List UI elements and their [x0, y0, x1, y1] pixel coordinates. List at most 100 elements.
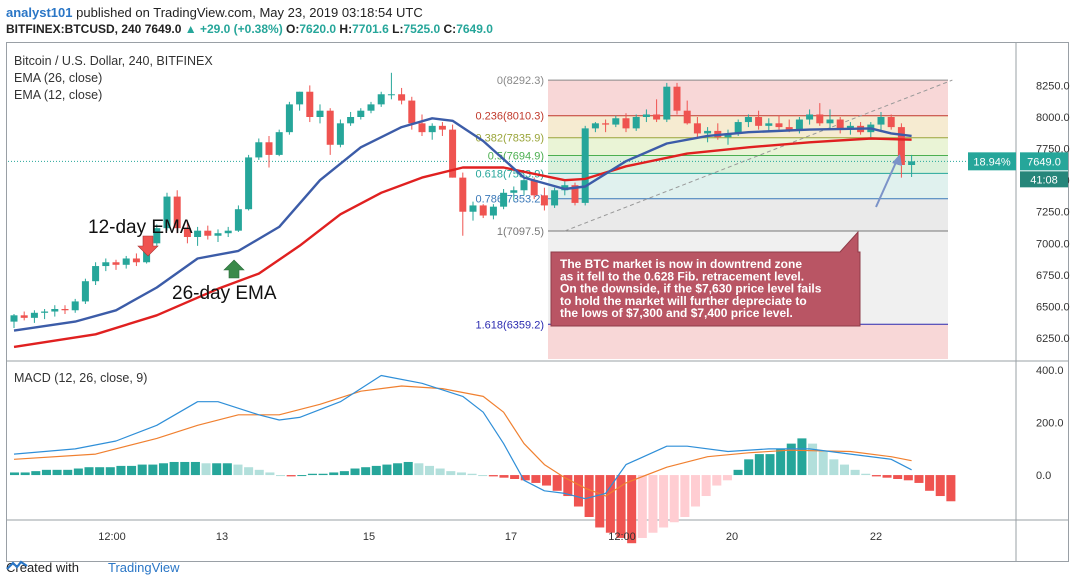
open-label: O:: [286, 22, 300, 36]
macd-histogram-bar: [797, 438, 807, 476]
candle-body: [51, 309, 59, 312]
time-tick-label: 22: [870, 531, 882, 543]
candle-body: [367, 104, 375, 111]
candle-body: [510, 190, 518, 193]
macd-histogram-bar: [701, 475, 711, 497]
candle-body: [92, 266, 100, 282]
macd-histogram-bar: [350, 468, 360, 476]
up-arrow-icon: [223, 259, 245, 279]
last-price: 7649.0: [144, 22, 182, 36]
candle-body: [877, 117, 885, 125]
macd-line: [13, 374, 912, 500]
author-name[interactable]: analyst101: [6, 5, 73, 20]
macd-histogram-bar: [690, 475, 701, 507]
macd-histogram-bar: [318, 473, 328, 476]
candle-body: [489, 206, 497, 216]
ema26-line: [13, 137, 912, 349]
candle-body: [336, 123, 344, 145]
candle-body: [30, 312, 38, 318]
candle-body: [744, 117, 752, 123]
footer: Created with TradingView: [6, 560, 180, 575]
candle-body: [897, 127, 905, 165]
note-line: to hold the market will further deprecia…: [560, 294, 807, 308]
fib-level-label: 1(7097.5): [497, 226, 544, 238]
legend-ema26: EMA (26, close): [14, 71, 103, 85]
close-label: C:: [443, 22, 457, 36]
macd-signal-line: [13, 385, 912, 497]
macd-histogram-bar: [595, 475, 605, 528]
candle-body: [530, 180, 538, 196]
macd-histogram-bar: [616, 475, 626, 538]
macd-histogram-bar: [105, 467, 115, 476]
macd-histogram-bar: [10, 472, 20, 476]
fib-level-label: 0.786(7353.2): [476, 194, 545, 206]
chart-frame[interactable]: [6, 42, 1069, 562]
macd-histogram-bar: [903, 475, 913, 481]
macd-histogram-bar: [584, 475, 594, 517]
macd-tick-label: 400.0: [1036, 365, 1064, 377]
candle-body: [245, 157, 253, 210]
ema26-annotation: 26-day EMA: [172, 283, 277, 304]
percent-badge: [968, 152, 1016, 171]
candle-body: [459, 177, 467, 212]
candle-body: [540, 195, 548, 206]
candle-body: [316, 110, 324, 117]
macd-histogram-bar: [808, 443, 818, 476]
macd-histogram-bar: [297, 475, 307, 477]
macd-tick-label: 0.0: [1036, 470, 1051, 482]
macd-histogram-bar: [31, 471, 41, 476]
macd-histogram-bar: [861, 473, 871, 476]
candle-body: [296, 91, 304, 105]
macd-histogram-bar: [754, 454, 764, 476]
macd-histogram-bar: [935, 475, 945, 497]
timer-badge: [1020, 171, 1068, 188]
macd-histogram-bar: [329, 472, 339, 476]
candle-body: [173, 196, 181, 229]
macd-histogram-bar: [95, 467, 105, 476]
candle-body: [602, 123, 610, 125]
candle-body: [449, 129, 457, 178]
macd-histogram-bar: [499, 475, 509, 478]
legend-ema12: EMA (12, close): [14, 88, 103, 102]
candle-body: [347, 117, 355, 124]
macd-histogram-bar: [637, 475, 647, 538]
time-tick-label: 12:00: [98, 531, 126, 543]
candle-body: [71, 301, 79, 311]
tradingview-brand[interactable]: TradingView: [108, 560, 180, 575]
macd-histogram-bar: [63, 469, 73, 476]
note-line: the lows of $7,300 and $7,400 price leve…: [560, 306, 793, 320]
macd-histogram-bar: [531, 475, 541, 483]
macd-histogram-bar: [722, 475, 732, 481]
candle-body: [204, 230, 212, 236]
note-callout: [550, 230, 861, 327]
macd-histogram-bar: [648, 475, 658, 533]
macd-histogram-bar: [488, 475, 498, 477]
ema12-line: [13, 117, 912, 332]
macd-histogram-bar: [286, 475, 296, 477]
candle-body: [20, 315, 28, 318]
candle-body: [479, 205, 487, 216]
low-label: L:: [392, 22, 404, 36]
down-arrow-icon: [137, 235, 159, 257]
candle-body: [10, 315, 18, 322]
macd-histogram-bar: [169, 461, 179, 476]
candle-body: [826, 119, 834, 124]
candle-body: [836, 119, 844, 130]
macd-histogram-bar: [478, 475, 488, 477]
candle-body: [683, 110, 691, 124]
macd-histogram-bar: [265, 472, 275, 476]
candle-body: [734, 122, 742, 134]
macd-histogram-bar: [520, 475, 530, 481]
macd-tick-label: 200.0: [1036, 418, 1064, 430]
candle-body: [551, 190, 559, 206]
macd-histogram-bar: [137, 464, 147, 476]
macd-histogram-bar: [158, 463, 169, 476]
candle-body: [285, 104, 293, 133]
candle-body: [469, 205, 477, 212]
candle-body: [704, 130, 712, 134]
price-tick-label: 8000.0: [1036, 112, 1070, 124]
macd-histogram-bar: [456, 472, 466, 476]
legend-title: Bitcoin / U.S. Dollar, 240, BITFINEX: [14, 54, 213, 68]
macd-histogram-bar: [393, 463, 403, 476]
